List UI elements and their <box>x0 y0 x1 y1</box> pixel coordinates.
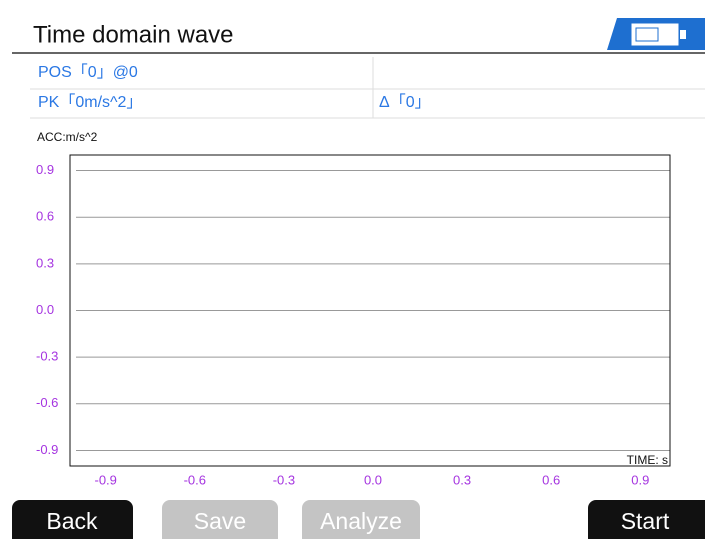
battery-icon <box>607 18 705 50</box>
start-button[interactable]: Start <box>588 500 705 539</box>
save-button: Save <box>162 500 278 539</box>
x-tick-label: -0.9 <box>94 472 116 487</box>
x-tick-label: 0.3 <box>453 472 471 487</box>
y-tick-label: -0.9 <box>36 442 58 457</box>
x-tick-label: 0.9 <box>631 472 649 487</box>
page-title: Time domain wave <box>33 21 234 48</box>
save-label: Save <box>194 508 246 534</box>
y-axis-label: ACC:m/s^2 <box>37 130 98 144</box>
analyze-button: Analyze <box>302 500 420 539</box>
pos-info: POS「0」@0 <box>38 63 138 81</box>
x-tick-label: 0.6 <box>542 472 560 487</box>
x-tick-label: -0.6 <box>184 472 206 487</box>
start-label: Start <box>621 508 670 534</box>
x-tick-label: 0.0 <box>364 472 382 487</box>
y-tick-label: 0.0 <box>36 302 54 317</box>
y-tick-label: 0.9 <box>36 162 54 177</box>
x-axis-label: TIME: s <box>627 453 668 467</box>
x-tick-label: -0.3 <box>273 472 295 487</box>
y-tick-label: 0.6 <box>36 209 54 224</box>
back-label: Back <box>46 508 98 534</box>
delta-info: Δ「0」 <box>379 93 431 111</box>
y-tick-label: -0.3 <box>36 349 58 364</box>
pk-info: PK「0m/s^2」 <box>38 93 142 111</box>
y-tick-label: -0.6 <box>36 395 58 410</box>
back-button[interactable]: Back <box>12 500 133 539</box>
y-tick-label: 0.3 <box>36 255 54 270</box>
plot-frame <box>69 154 671 467</box>
analyze-label: Analyze <box>320 508 402 534</box>
